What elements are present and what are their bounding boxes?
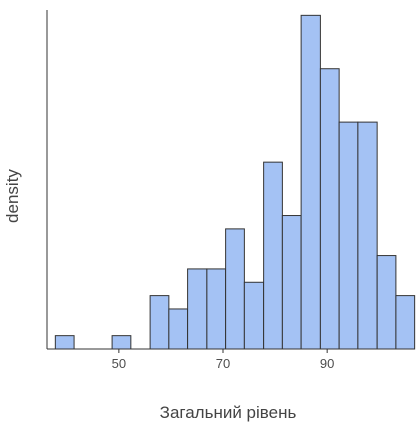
histogram-bar-11 [263,161,283,350]
histogram-bar-13 [300,14,321,350]
histogram-bar-15 [338,121,359,350]
histogram-bar-6 [168,308,189,350]
bars-layer [54,14,416,350]
histogram-bar-9 [225,228,245,350]
x-tick-label-50: 50 [112,356,126,371]
y-axis-label: density [3,169,22,223]
histogram-bar-18 [395,295,416,350]
histogram-bar-3 [111,335,132,350]
x-axis-label: Загальний рівень [160,403,297,422]
histogram-bar-5 [149,295,170,350]
histogram-bar-17 [376,255,397,350]
histogram-bar-12 [281,215,302,350]
x-tick-label-70: 70 [216,356,230,371]
histogram-bar-10 [243,281,265,350]
x-tick-label-90: 90 [320,356,334,371]
histogram-bar-14 [319,68,340,350]
histogram-bar-8 [206,268,227,350]
histogram-bar-7 [187,268,208,350]
x-ticks-layer: 50 70 90 [112,349,334,371]
histogram-bar-0 [54,335,75,350]
histogram-bar-16 [357,121,378,350]
